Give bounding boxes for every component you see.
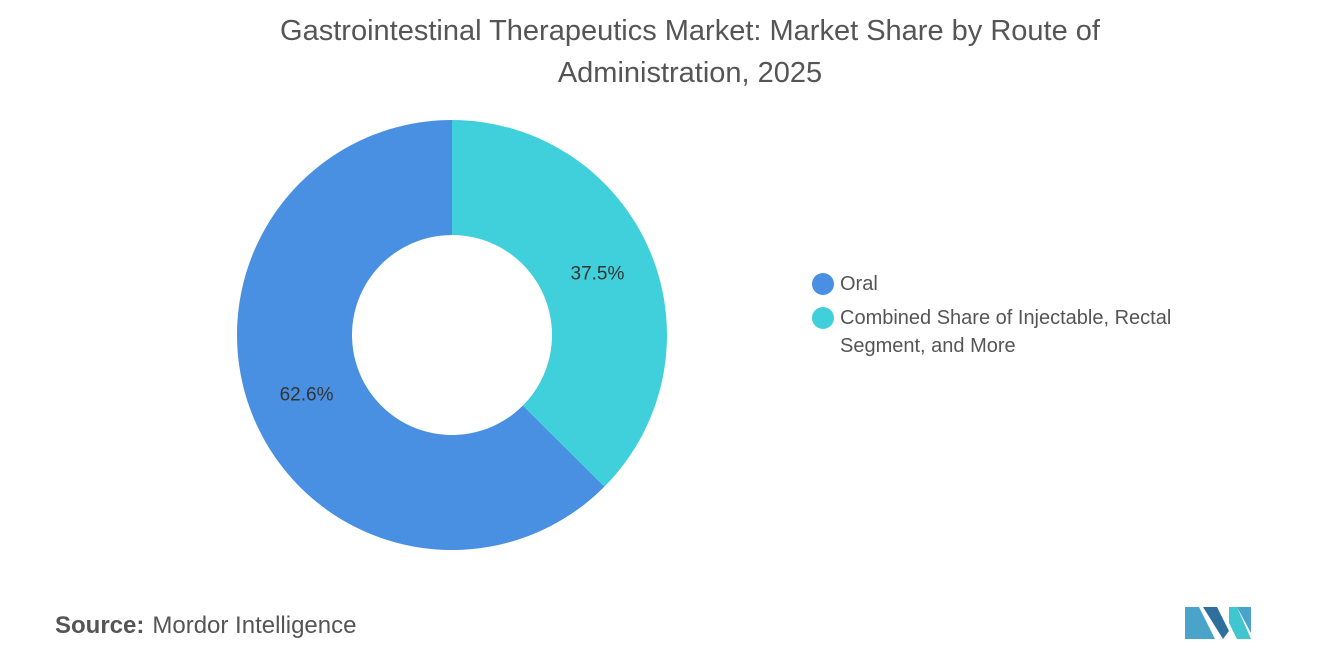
source-label: Source: <box>55 612 145 639</box>
logo-shape <box>1185 607 1215 639</box>
chart-title: Gastrointestinal Therapeutics Market: Ma… <box>280 15 1100 89</box>
legend-label: Combined Share of Injectable, Rectal Seg… <box>840 307 1172 357</box>
legend-label: Oral <box>840 273 878 295</box>
donut-segment <box>237 120 605 550</box>
legend: Oral Combined Share of Injectable, Rectal… <box>812 270 1232 366</box>
chart: 62.6% 37.5% <box>237 120 667 550</box>
logo <box>1185 607 1251 639</box>
data-label: 37.5% <box>571 264 625 285</box>
legend-swatch <box>812 307 834 329</box>
logo-shape <box>1229 607 1251 639</box>
data-label: 62.6% <box>280 384 334 405</box>
logo-shape <box>1237 607 1251 633</box>
source: Source: Mordor Intelligence <box>55 612 356 640</box>
legend-item: Combined Share of Injectable, Rectal Seg… <box>812 304 1232 360</box>
donut-segment <box>452 120 667 487</box>
source-text: Mordor Intelligence <box>152 612 357 639</box>
legend-item: Oral <box>812 270 1232 298</box>
logo-shape <box>1203 607 1229 639</box>
legend-swatch <box>812 273 834 295</box>
